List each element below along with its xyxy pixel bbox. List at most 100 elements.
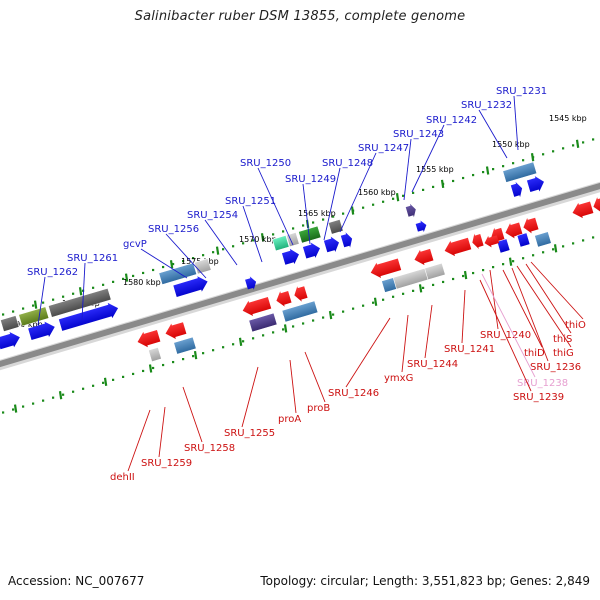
reverse-gene-arrow-shape <box>572 201 594 219</box>
reverse-label-leader <box>289 359 297 414</box>
backbone <box>0 182 600 368</box>
reverse-gene-label: SRU_1241 <box>444 344 495 355</box>
reverse-gene-arrow-shape <box>505 222 523 239</box>
forward-gene-arrow-shape <box>526 176 544 193</box>
forward-label-leader <box>257 167 294 246</box>
scale-dot-reverse <box>302 322 305 325</box>
scale-dot-forward <box>52 298 55 301</box>
reverse-label-leader <box>158 406 166 458</box>
forward-gene-box <box>0 315 20 332</box>
reverse-gene-arrow-shape <box>484 235 500 248</box>
reverse-gene-arrow <box>444 237 472 257</box>
scale-dot-reverse <box>482 268 485 272</box>
scale-dot-forward <box>72 292 75 295</box>
kbp-tick-label: 1545 kbp <box>549 114 587 123</box>
forward-gene-arrow-shape <box>28 321 55 341</box>
kbp-tick-label: 1580 kbp <box>123 278 161 287</box>
scale-dot-forward <box>462 176 465 180</box>
forward-gene-arrow <box>281 248 299 265</box>
scale-dot-reverse <box>192 355 195 358</box>
reverse-gene-arrow <box>294 286 308 302</box>
scale-dot-forward <box>522 159 525 162</box>
reverse-gene-box-shape <box>516 232 531 248</box>
reverse-label-leader <box>516 265 572 348</box>
forward-gene-label: SRU_1232 <box>461 100 512 111</box>
forward-label-leader <box>478 109 508 159</box>
forward-gene-arrow <box>245 276 257 290</box>
scale-dot-reverse <box>172 360 175 364</box>
reverse-gene-label: thiD <box>524 348 545 359</box>
forward-gene-label: SRU_1249 <box>285 174 336 185</box>
kbp-tick-label: 1560 kbp <box>358 188 396 197</box>
scale-tick-reverse <box>328 310 333 320</box>
forward-label-leader <box>204 219 238 266</box>
scale-dot-reverse <box>242 340 245 343</box>
scale-dot-forward <box>182 260 185 263</box>
scale-dot-reverse <box>512 260 515 263</box>
reverse-gene-label: thiO <box>565 320 586 331</box>
scale-dot-reverse <box>282 328 285 331</box>
forward-gene-box-shape <box>0 315 20 332</box>
forward-gene-arrow <box>0 331 20 350</box>
forward-label-leader <box>140 248 188 279</box>
scale-dot-forward <box>402 194 405 197</box>
scale-dot-reverse <box>442 280 445 284</box>
forward-gene-arrow <box>340 232 353 248</box>
forward-gene-arrow-shape <box>415 220 427 233</box>
forward-gene-box <box>271 235 290 252</box>
reverse-label-leader <box>502 269 543 348</box>
reverse-gene-label: thiG <box>553 348 574 359</box>
forward-gene-label: SRU_1262 <box>27 267 78 278</box>
reverse-gene-arrow-shape <box>523 217 539 234</box>
scale-dot-forward <box>502 165 505 168</box>
forward-gene-box <box>158 262 198 285</box>
forward-gene-box-shape <box>158 262 198 285</box>
reverse-label-leader <box>424 304 433 359</box>
forward-gene-arrow <box>526 176 544 193</box>
reverse-gene-box <box>148 346 162 363</box>
scale-tick-reverse <box>508 257 513 266</box>
scale-dot-reverse <box>562 245 565 248</box>
scale-dot-reverse <box>572 242 575 245</box>
reverse-gene-label: SRU_1259 <box>141 458 192 469</box>
scale-dot-reverse <box>532 254 535 257</box>
reverse-label-leader <box>401 314 409 373</box>
reverse-gene-box-shape <box>424 262 446 281</box>
reverse-gene-arrow-shape <box>444 237 472 257</box>
scale-tick-reverse <box>553 244 558 253</box>
scale-dot-forward <box>492 168 495 171</box>
reverse-gene-arrow-shape <box>242 297 272 317</box>
reverse-gene-box <box>424 262 446 281</box>
scale-dot-reverse <box>152 366 155 370</box>
reverse-gene-arrow-shape <box>472 233 484 250</box>
scale-tick-forward <box>124 273 129 282</box>
forward-gene-label: SRU_1248 <box>322 158 373 169</box>
scale-dot-forward <box>392 197 395 200</box>
reverse-gene-arrow-shape <box>165 322 187 339</box>
scale-tick-forward <box>78 287 83 296</box>
scale-dot-reverse <box>312 319 315 322</box>
reverse-gene-arrow <box>593 196 600 213</box>
forward-gene-arrow <box>510 181 523 198</box>
scale-tick-forward <box>350 206 355 215</box>
reverse-gene-box-shape <box>173 336 197 355</box>
scale-dot-forward <box>212 251 215 254</box>
scale-dot-forward <box>362 206 365 209</box>
forward-gene-arrow <box>58 302 119 331</box>
scale-dot-forward <box>542 153 545 156</box>
reverse-label-leader <box>345 317 391 388</box>
forward-gene-arrow-shape <box>173 276 208 297</box>
forward-gene-arrow-shape <box>245 276 257 290</box>
scale-dot-forward <box>372 203 375 206</box>
scale-dot-reverse <box>392 295 395 298</box>
scale-tick-reverse <box>58 391 63 400</box>
reverse-gene-label: dehII <box>110 472 135 483</box>
scale-dot-forward <box>302 224 305 227</box>
scale-dot-reverse <box>322 316 325 319</box>
forward-gene-arrow-shape <box>58 302 119 331</box>
scale-dot-forward <box>42 301 45 304</box>
scale-tick-reverse <box>373 297 378 306</box>
scale-dot-reverse <box>12 408 15 411</box>
scale-dot-forward <box>252 239 255 242</box>
scale-dot-forward <box>22 307 25 310</box>
